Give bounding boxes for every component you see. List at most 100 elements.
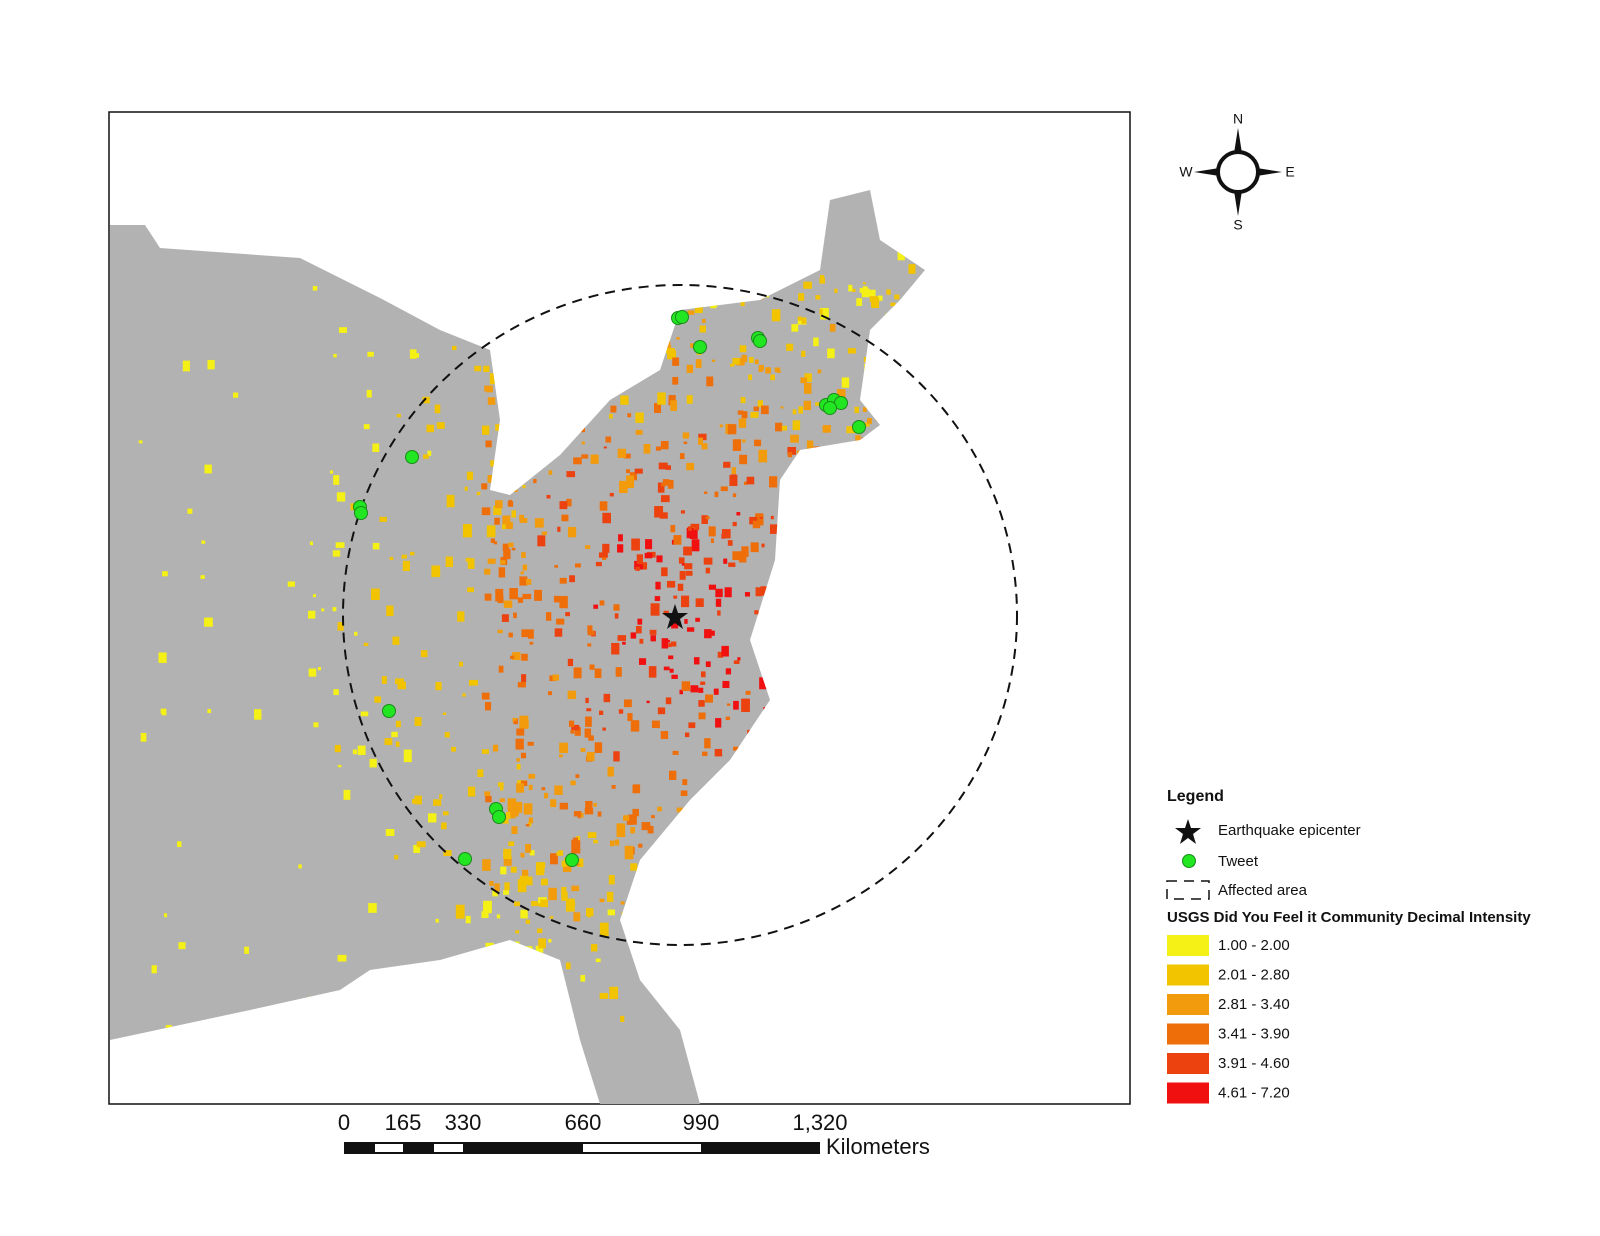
compass-n: N: [1233, 111, 1243, 127]
intensity-patch: [602, 543, 610, 553]
compass: N S E W: [1179, 111, 1294, 233]
intensity-patch: [659, 512, 668, 519]
intensity-patch: [585, 800, 593, 809]
intensity-patch: [484, 791, 491, 796]
intensity-patch: [395, 720, 401, 728]
intensity-patch: [585, 697, 589, 704]
intensity-patch: [715, 588, 723, 598]
intensity-patch: [749, 516, 758, 525]
intensity-patch: [577, 813, 581, 819]
intensity-patch: [321, 608, 325, 612]
intensity-patch: [644, 552, 653, 559]
intensity-patch: [513, 720, 518, 724]
intensity-patch: [635, 625, 642, 634]
intensity-patch: [587, 630, 595, 636]
intensity-patch: [485, 942, 494, 949]
intensity-patch: [744, 592, 750, 597]
intensity-patch: [628, 814, 637, 825]
intensity-patch: [544, 792, 549, 799]
intensity-patch: [645, 539, 653, 550]
intensity-patch: [526, 876, 533, 886]
intensity-patch: [856, 298, 863, 306]
intensity-patch: [599, 992, 609, 999]
intensity-patch: [738, 418, 747, 428]
intensity-patch: [573, 912, 581, 922]
intensity-patch: [571, 839, 581, 854]
intensity-patch: [309, 541, 313, 546]
intensity-patch: [481, 692, 490, 700]
tweet: [852, 420, 866, 434]
intensity-patch: [606, 891, 614, 902]
intensity-patch: [617, 448, 626, 458]
intensity-patch: [673, 535, 682, 545]
intensity-patch: [732, 439, 742, 451]
legend-swatch: [1167, 1082, 1209, 1104]
intensity-patch: [639, 638, 644, 644]
intensity-patch: [577, 858, 584, 868]
intensity-patch: [599, 922, 609, 937]
intensity-patch: [686, 395, 693, 404]
intensity-patch: [549, 916, 554, 919]
intensity-patch: [683, 441, 688, 445]
intensity-patch: [760, 586, 767, 596]
intensity-patch: [611, 785, 616, 789]
intensity-patch: [317, 667, 322, 671]
intensity-patch: [634, 560, 643, 570]
intensity-patch: [445, 556, 454, 568]
intensity-patch: [609, 492, 614, 497]
intensity-patch: [886, 289, 891, 295]
intensity-patch: [820, 307, 829, 320]
scale-label: 330: [445, 1110, 482, 1135]
legend-item: Affected area: [1218, 882, 1308, 899]
intensity-patch: [481, 507, 491, 516]
legend-item: Tweet: [1218, 853, 1259, 870]
intensity-patch: [332, 550, 341, 557]
intensity-patch: [409, 349, 417, 359]
intensity-patch: [720, 486, 728, 492]
intensity-patch: [634, 468, 643, 474]
intensity-patch: [743, 481, 748, 485]
intensity-patch: [535, 945, 544, 953]
intensity-patch: [507, 501, 514, 507]
intensity-patch: [657, 707, 666, 715]
intensity-patch: [723, 558, 728, 564]
intensity-patch: [520, 571, 524, 575]
intensity-patch: [792, 409, 797, 415]
intensity-patch: [508, 632, 513, 638]
intensity-patch: [516, 763, 521, 770]
intensity-patch: [565, 898, 575, 912]
intensity-patch: [803, 281, 812, 289]
legend-tweet: [1182, 854, 1196, 868]
intensity-patch: [537, 862, 546, 869]
intensity-patch: [864, 422, 870, 427]
intensity-patch: [487, 397, 496, 405]
intensity-patch: [727, 540, 733, 546]
intensity-patch: [752, 520, 761, 529]
intensity-patch: [614, 613, 619, 619]
intensity-patch: [489, 880, 494, 886]
intensity-patch: [502, 816, 509, 824]
intensity-patch: [605, 436, 612, 443]
intensity-patch: [394, 854, 399, 860]
intensity-patch: [669, 668, 674, 673]
intensity-patch: [739, 454, 748, 465]
intensity-patch: [550, 799, 557, 808]
intensity-patch: [648, 666, 657, 678]
intensity-patch: [602, 727, 606, 731]
intensity-patch: [866, 418, 872, 424]
intensity-patch: [705, 567, 711, 574]
intensity-patch: [481, 483, 488, 490]
intensity-patch: [666, 348, 675, 354]
intensity-patch: [567, 526, 577, 538]
intensity-patch: [561, 891, 568, 901]
intensity-patch: [655, 446, 661, 451]
intensity-patch: [593, 802, 597, 807]
intensity-patch: [745, 690, 751, 695]
intensity-patch: [695, 359, 702, 368]
intensity-patch: [803, 400, 812, 411]
intensity-patch: [630, 827, 636, 834]
intensity-patch: [200, 575, 205, 579]
intensity-patch: [385, 829, 395, 837]
intensity-patch: [556, 851, 562, 856]
